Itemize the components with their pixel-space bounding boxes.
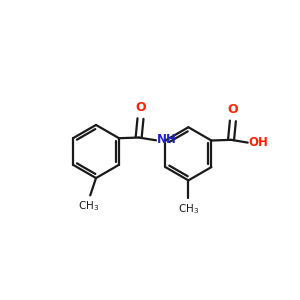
Text: CH$_3$: CH$_3$ [178, 202, 199, 216]
Text: NH: NH [156, 133, 176, 146]
Text: O: O [228, 103, 238, 116]
Text: CH$_3$: CH$_3$ [78, 200, 99, 213]
Text: O: O [135, 101, 146, 114]
Text: OH: OH [249, 136, 268, 149]
